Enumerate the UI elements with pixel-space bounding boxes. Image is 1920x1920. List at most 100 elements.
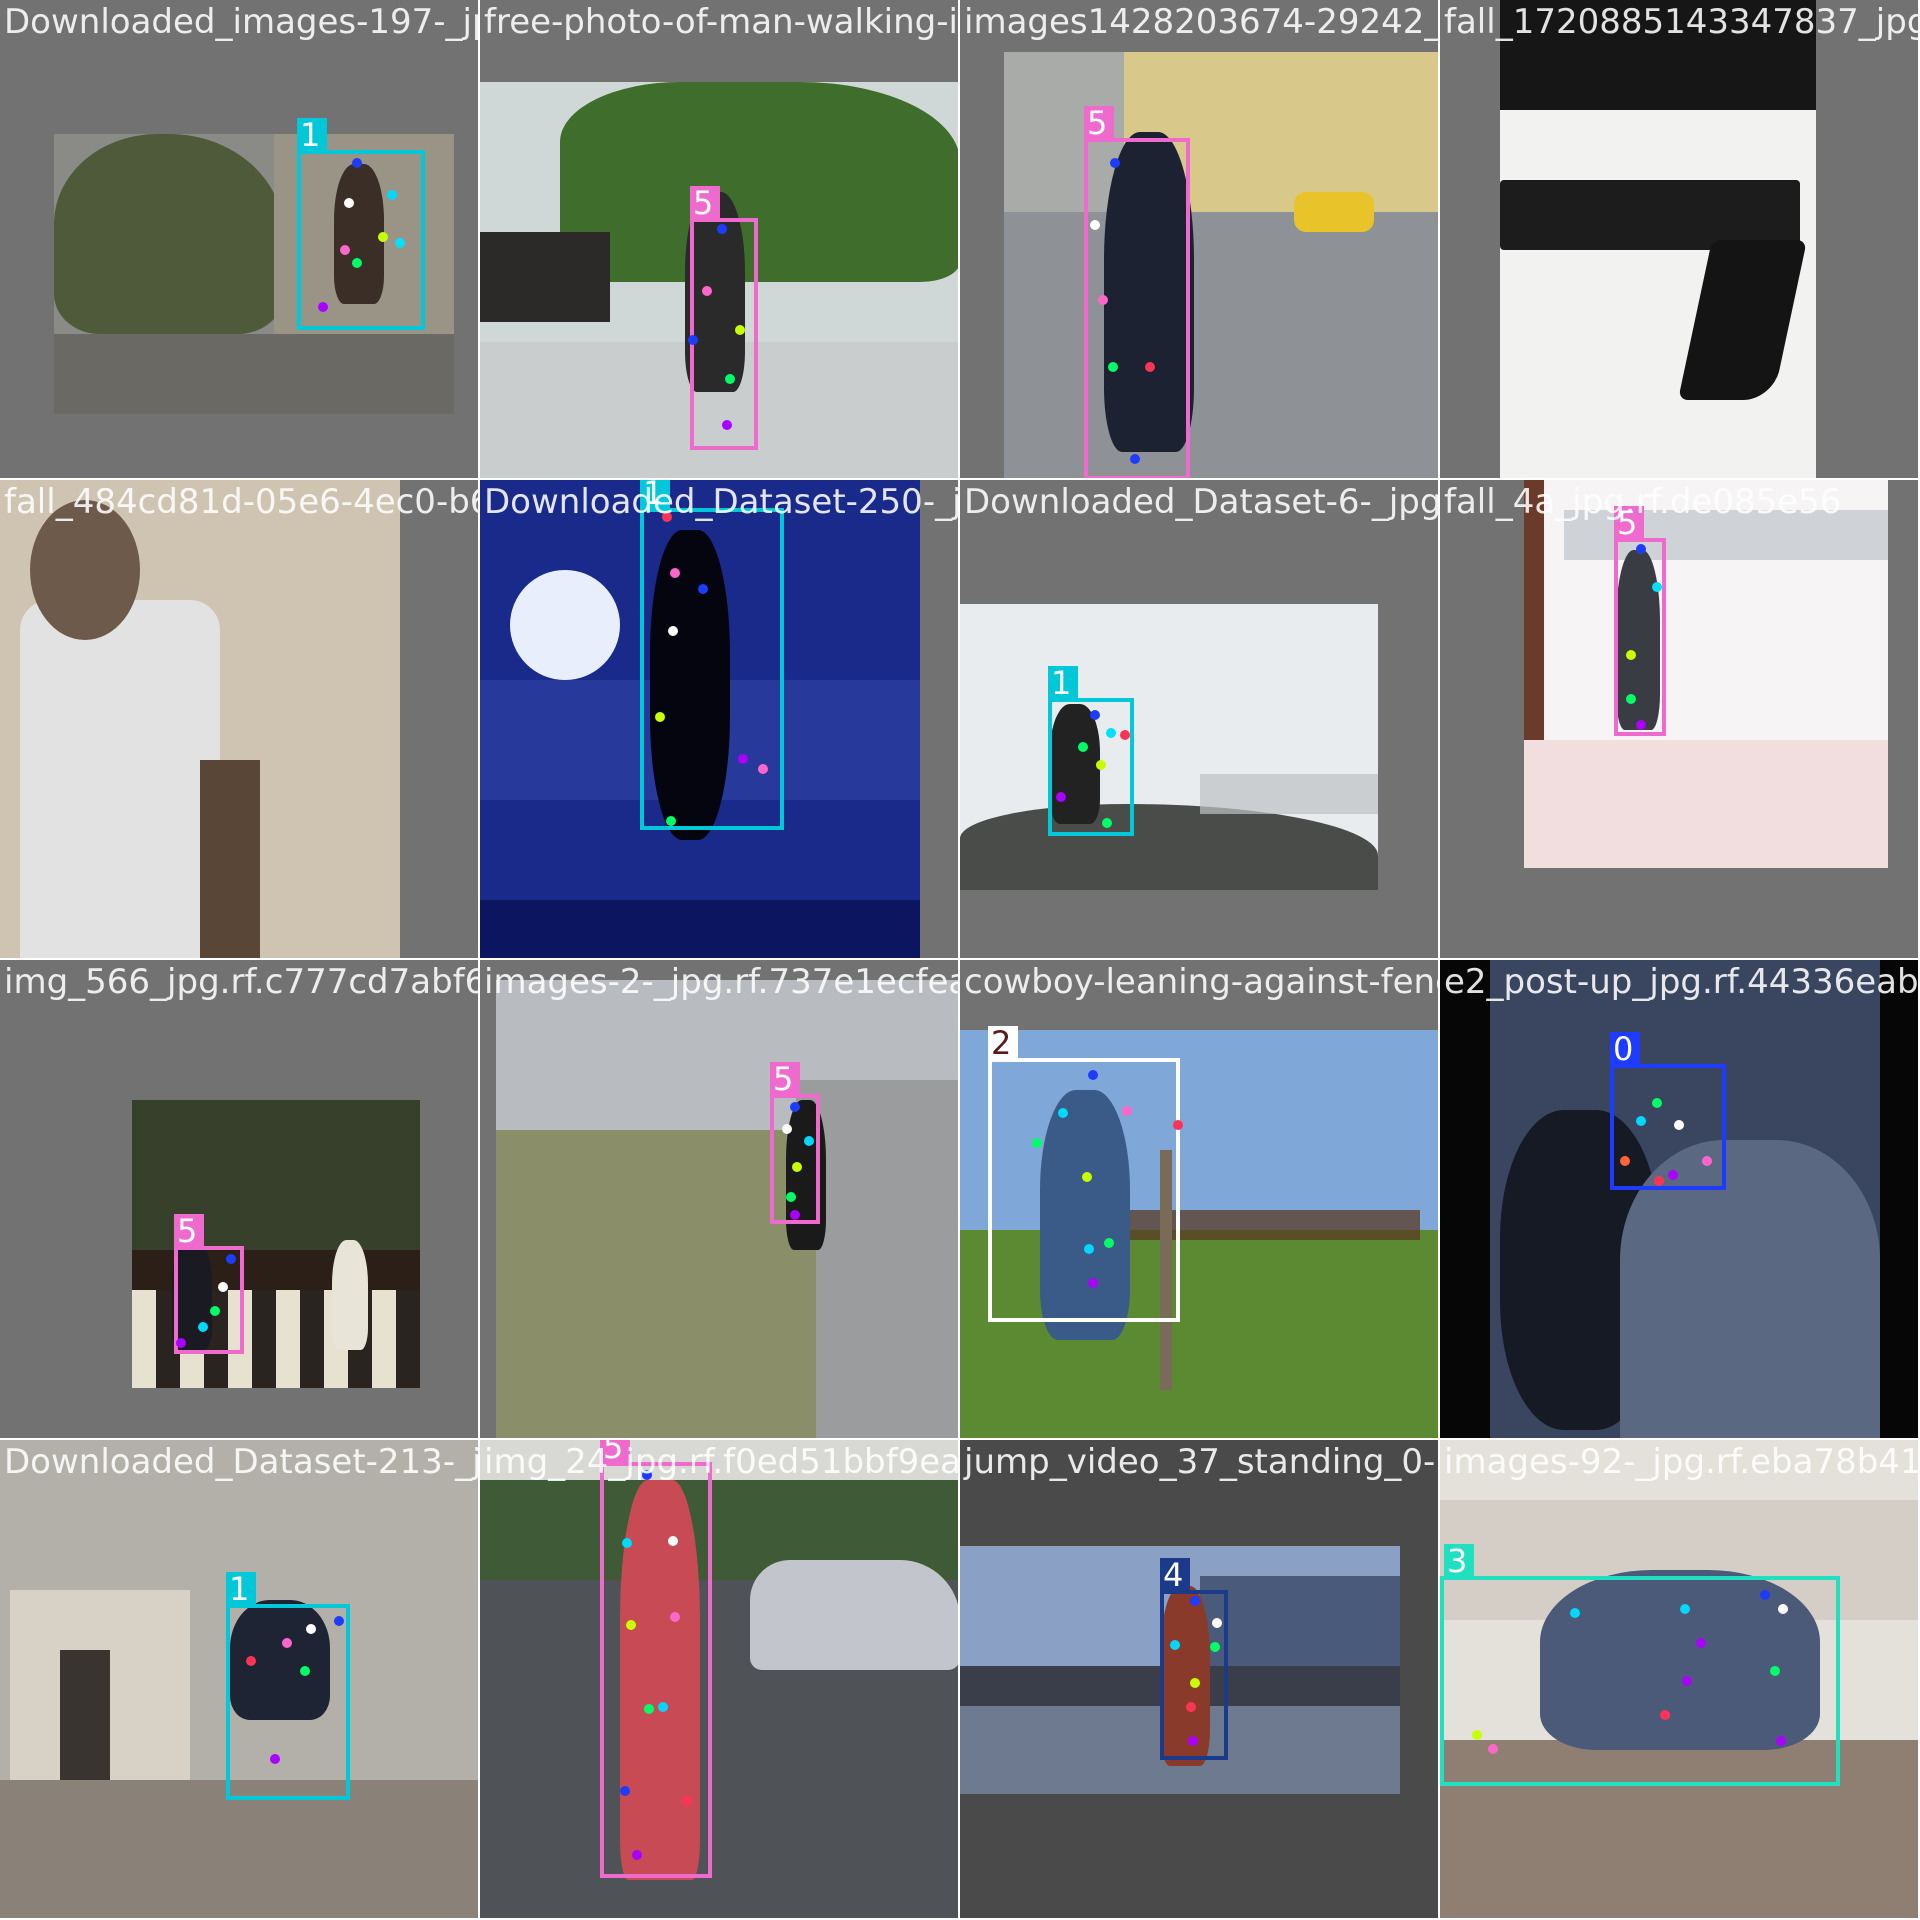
keypoint [198, 1322, 208, 1332]
keypoint [1570, 1608, 1580, 1618]
keypoint [1776, 1736, 1786, 1746]
keypoint [1102, 818, 1112, 828]
tile-5: 1 Downloaded_Dataset-250-_jpg.rf.5f9dbb7… [480, 480, 960, 960]
head [30, 500, 140, 640]
tile-3: fall_1720885143347837_jpg [1440, 0, 1920, 480]
keypoint [658, 1702, 668, 1712]
keypoint [1188, 1736, 1198, 1746]
keypoint [334, 1616, 344, 1626]
tile-7: 5 fall_4a_jpg.rf.de085e56 [1440, 480, 1920, 960]
keypoint [1098, 295, 1108, 305]
bounding-box: 1 [226, 1572, 350, 1800]
bounding-box: 5 [600, 1440, 712, 1878]
rooftop [0, 1780, 478, 1918]
person [332, 1240, 368, 1350]
keypoint [387, 190, 397, 200]
bounding-box: 1 [640, 480, 784, 830]
photo [496, 980, 958, 1438]
tile-10: 2 cowboy-leaning-against-fence-23_jpg [960, 960, 1440, 1440]
keypoint [688, 335, 698, 345]
bbox-label: 3 [1444, 1544, 1474, 1578]
keypoint [642, 1470, 652, 1480]
photo [1500, 0, 1816, 478]
keypoint [1620, 1156, 1630, 1166]
keypoint [1058, 1108, 1068, 1118]
hills [960, 804, 1378, 890]
keypoint [738, 754, 748, 764]
keypoint [666, 816, 676, 826]
person [1040, 1090, 1130, 1340]
person [1540, 1570, 1820, 1750]
keypoint [632, 1850, 642, 1860]
tile-8: 5 img_566_jpg.rf.c777cd7abf6c22385 [0, 960, 480, 1440]
keypoint [790, 1210, 800, 1220]
chair [200, 760, 260, 958]
person [1616, 550, 1660, 730]
keypoint [1668, 1170, 1678, 1180]
keypoint [1770, 1666, 1780, 1676]
bounding-box: 3 [1440, 1544, 1840, 1786]
tile-9: 5 images-2-_jpg.rf.737e1ecfead2084b49 [480, 960, 960, 1440]
keypoint [1702, 1156, 1712, 1166]
wall [54, 334, 454, 414]
keypoint [1088, 1278, 1098, 1288]
tile-12: 1 Downloaded_Dataset-213-_jpg.rf.2 [0, 1440, 480, 1920]
keypoint [1472, 1730, 1482, 1740]
keypoint [1106, 728, 1116, 738]
keypoint [1212, 1618, 1222, 1628]
bbox-label: 5 [1084, 106, 1114, 140]
photo [480, 1440, 958, 1918]
bbox-label: 0 [1610, 1032, 1640, 1066]
keypoint [1626, 650, 1636, 660]
person [1104, 132, 1194, 452]
person [685, 192, 745, 392]
bbox-label: 4 [1160, 1558, 1190, 1592]
bounding-box: 5 [1614, 506, 1666, 736]
keypoint [1090, 710, 1100, 720]
keypoint [1660, 1710, 1670, 1720]
keypoint [622, 1538, 632, 1548]
keypoint [662, 512, 672, 522]
silhouette [650, 530, 730, 840]
keypoint [1104, 1238, 1114, 1248]
keypoint [1120, 730, 1130, 740]
person [1160, 1586, 1210, 1766]
keypoint [725, 374, 735, 384]
keypoint [1778, 1604, 1788, 1614]
tile-13: 5 img_24_jpg.rf.f0ed51bbf9eae6b96032 [480, 1440, 960, 1920]
keypoint [668, 626, 678, 636]
bbox-label: 1 [226, 1572, 256, 1606]
keypoint [682, 1796, 692, 1806]
keypoint [1056, 792, 1066, 802]
tile-title: jump_video_37_standing_0-79_2024092 [964, 1442, 1438, 1482]
photo [1524, 480, 1888, 868]
pavilion [480, 232, 610, 322]
bbox-label: 2 [988, 1026, 1018, 1060]
dark-edge [1440, 960, 1490, 1438]
bounding-box: 4 [1160, 1558, 1228, 1760]
keypoint [804, 1136, 814, 1146]
watermark [1200, 774, 1378, 814]
tile-title: Downloaded_Dataset-6-_jpg.rf.609b3571815 [964, 482, 1440, 522]
photo [960, 604, 1378, 890]
bounding-box: 5 [1084, 106, 1190, 478]
keypoint [1696, 1638, 1706, 1648]
keypoint [1674, 1120, 1684, 1130]
bounding-box: 5 [690, 186, 758, 450]
bbox-label: 1 [640, 480, 670, 510]
tile-4: fall_484cd81d-05e6-4ec0-b6af-d86eab4e105… [0, 480, 480, 960]
person [334, 164, 384, 304]
keypoint [786, 1192, 796, 1202]
keypoint [1082, 1172, 1092, 1182]
keypoint [1488, 1744, 1498, 1754]
keypoint [270, 1754, 280, 1764]
bbox-label: 5 [1614, 506, 1644, 540]
keypoint [1096, 760, 1106, 770]
keypoint [1190, 1596, 1200, 1606]
keypoint [226, 1254, 236, 1264]
keypoint [378, 232, 388, 242]
keypoint [1122, 1106, 1132, 1116]
keypoint [1108, 362, 1118, 372]
grass [496, 1130, 816, 1438]
tile-14: 4 jump_video_37_standing_0-79_2024092 [960, 1440, 1440, 1920]
